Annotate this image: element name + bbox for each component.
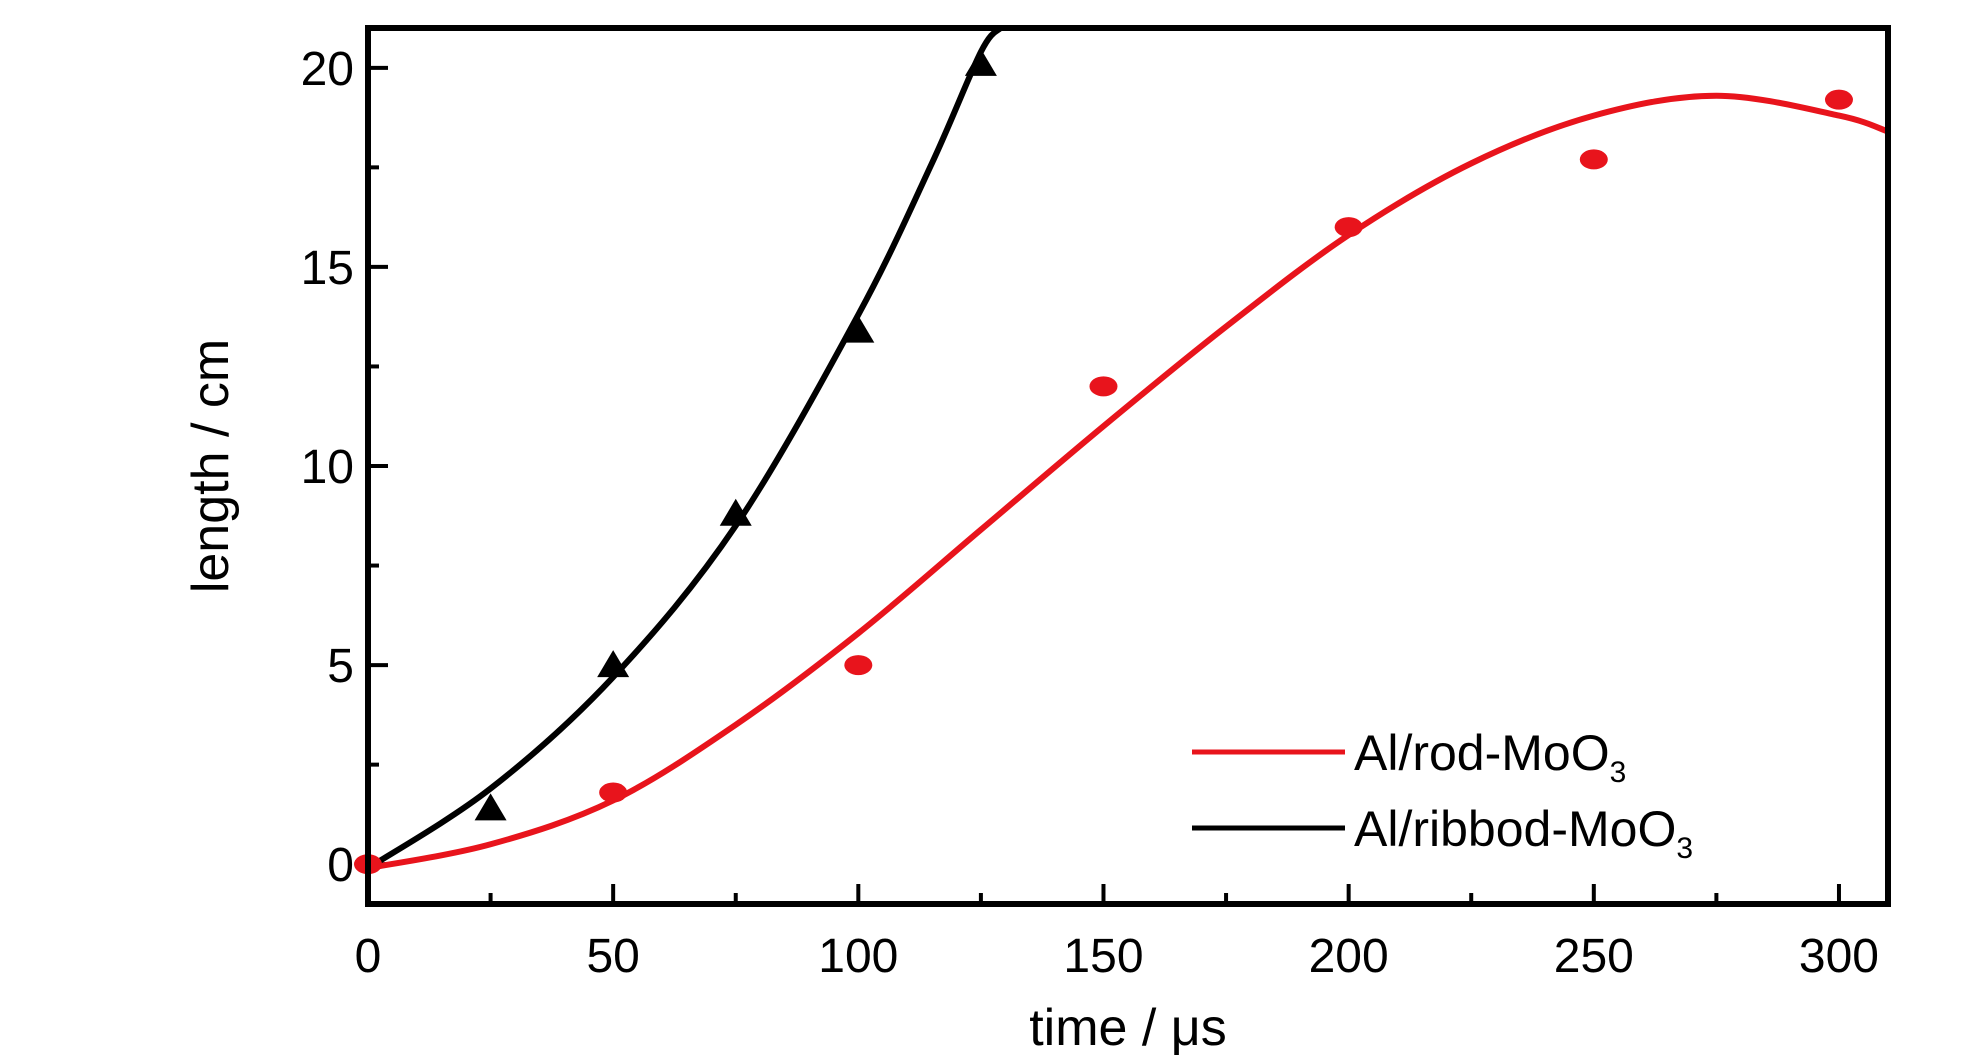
legend-label-rod: Al/rod-MoO3	[1354, 725, 1626, 789]
data-point-ellipse	[1824, 89, 1853, 110]
data-point-triangle	[719, 498, 752, 526]
x-tick-label: 150	[1063, 930, 1143, 983]
x-axis-title-unit: μs	[1171, 999, 1227, 1057]
plot-frame	[365, 25, 1891, 907]
x-tick-label: 100	[818, 930, 898, 983]
data-point-triangle	[474, 793, 507, 821]
data-point-ellipse	[599, 782, 628, 803]
y-axis-title: length / cm	[182, 339, 240, 593]
x-tick-label: 200	[1309, 930, 1389, 983]
data-point-ellipse	[1334, 217, 1363, 238]
y-tick-label: 5	[327, 640, 354, 693]
data-markers	[354, 48, 1853, 875]
data-point-ellipse	[844, 655, 873, 676]
x-tick-label: 0	[355, 930, 382, 983]
y-tick-label: 0	[327, 839, 354, 892]
fit-curve-series-1	[368, 28, 1004, 872]
x-tick-label: 300	[1799, 930, 1879, 983]
data-point-ellipse	[1579, 149, 1608, 170]
data-point-triangle	[964, 48, 997, 76]
legend-label-ribbod: Al/ribbod-MoO3	[1354, 801, 1693, 865]
legend: Al/rod-MoO3 Al/ribbod-MoO3	[1192, 725, 1693, 865]
x-tick-label: 250	[1554, 930, 1634, 983]
axis-tick-labels: 0 50 100 150 200 250 300 0 5 10 15 20	[301, 43, 1879, 983]
data-point-ellipse	[1089, 376, 1118, 397]
fit-curves	[368, 28, 1888, 872]
x-axis-title: time / μs	[1029, 999, 1227, 1057]
x-tick-label: 50	[586, 930, 639, 983]
data-point-triangle	[597, 650, 630, 678]
y-tick-label: 10	[301, 441, 354, 494]
fit-curve-series-0	[368, 92, 1888, 872]
y-tick-label: 20	[301, 43, 354, 96]
y-tick-label: 15	[301, 242, 354, 295]
data-point-triangle	[842, 315, 875, 343]
